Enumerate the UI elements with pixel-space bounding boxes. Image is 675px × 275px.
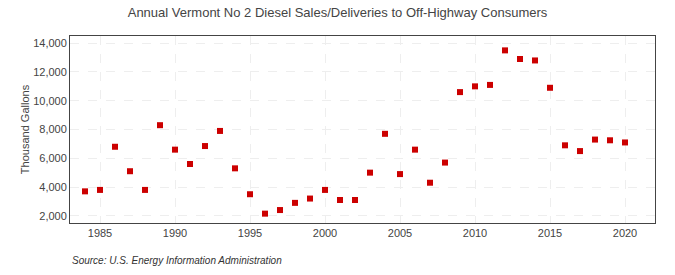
svg-text:2000: 2000 (313, 227, 337, 239)
svg-text:2015: 2015 (538, 227, 562, 239)
svg-text:Thousand Gallons: Thousand Gallons (19, 84, 31, 174)
svg-text:2010: 2010 (463, 227, 487, 239)
svg-text:4,000: 4,000 (39, 181, 67, 193)
svg-text:1985: 1985 (88, 227, 112, 239)
svg-text:2005: 2005 (388, 227, 412, 239)
svg-text:1990: 1990 (163, 227, 187, 239)
svg-text:2,000: 2,000 (39, 210, 67, 222)
svg-text:12,000: 12,000 (33, 66, 67, 78)
svg-text:14,000: 14,000 (33, 37, 67, 49)
svg-text:10,000: 10,000 (33, 95, 67, 107)
svg-text:8,000: 8,000 (39, 123, 67, 135)
svg-text:Source: U.S. Energy Informatio: Source: U.S. Energy Information Administ… (72, 255, 282, 266)
svg-text:1995: 1995 (238, 227, 262, 239)
svg-text:6,000: 6,000 (39, 152, 67, 164)
svg-text:Annual Vermont No 2 Diesel Sal: Annual Vermont No 2 Diesel Sales/Deliver… (128, 5, 548, 20)
svg-text:2020: 2020 (613, 227, 637, 239)
